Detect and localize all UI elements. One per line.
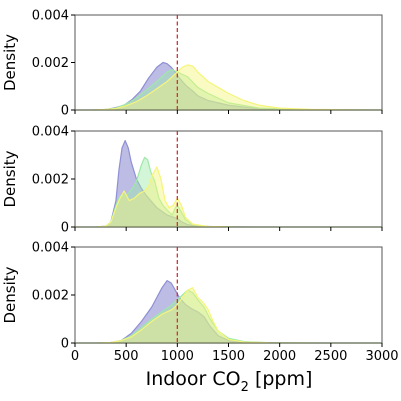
x-tick-label-0: 0	[71, 349, 79, 364]
x-axis-title-main: Indoor CO	[146, 368, 241, 390]
density-area-panel3-series3	[74, 287, 383, 344]
panel-3: 0 0.002 0.004 0 500 1000 1500 2000 2500 3000 Densi…	[1, 241, 399, 365]
x-tick-label-5: 2500	[314, 349, 347, 364]
x-tick-label-3: 1500	[212, 349, 245, 364]
y-tick-label-panel2-2: 0.004	[32, 125, 69, 140]
density-area-panel2-series3	[74, 166, 383, 228]
density-area-panel2-series2	[74, 156, 383, 228]
x-tick-label-2: 1000	[161, 349, 194, 364]
y-tick-label-panel3-0: 0	[61, 337, 69, 352]
y-axis-title-panel2: Density	[1, 150, 19, 207]
y-tick-label-panel1-2: 0.004	[32, 9, 69, 24]
panels-layer: 0 0.002 0.004 Density 0 0.002 0.004 Density 0 0.0…	[1, 9, 399, 365]
panel-2: 0 0.002 0.004 Density	[1, 125, 383, 236]
y-tick-label-panel3-2: 0.004	[32, 241, 69, 256]
density-area-panel1-series2	[74, 69, 383, 111]
density-area-panel1-series3	[74, 64, 383, 111]
y-tick-label-panel1-1: 0.002	[32, 56, 69, 71]
x-axis-title-suffix: [ppm]	[249, 368, 313, 390]
y-axis-title-panel1: Density	[1, 34, 19, 91]
y-tick-label-panel2-0: 0	[61, 221, 69, 236]
y-tick-label-panel2-1: 0.002	[32, 173, 69, 188]
y-tick-label-panel1-0: 0	[61, 104, 69, 119]
y-tick-label-panel3-1: 0.002	[32, 289, 69, 304]
x-axis-title: Indoor CO2 [ppm]	[146, 368, 313, 395]
x-tick-label-6: 3000	[365, 349, 398, 364]
y-axis-title-panel3: Density	[1, 266, 19, 323]
x-tick-label-1: 500	[114, 349, 139, 364]
density-area-panel3-series2	[74, 289, 383, 344]
plot-frame-panel3	[74, 246, 383, 344]
panel-1: 0 0.002 0.004 Density	[1, 9, 383, 119]
density-area-panel3-series1	[74, 280, 383, 344]
x-axis-title-subscript: 2	[241, 380, 249, 395]
x-tick-label-4: 2000	[263, 349, 296, 364]
